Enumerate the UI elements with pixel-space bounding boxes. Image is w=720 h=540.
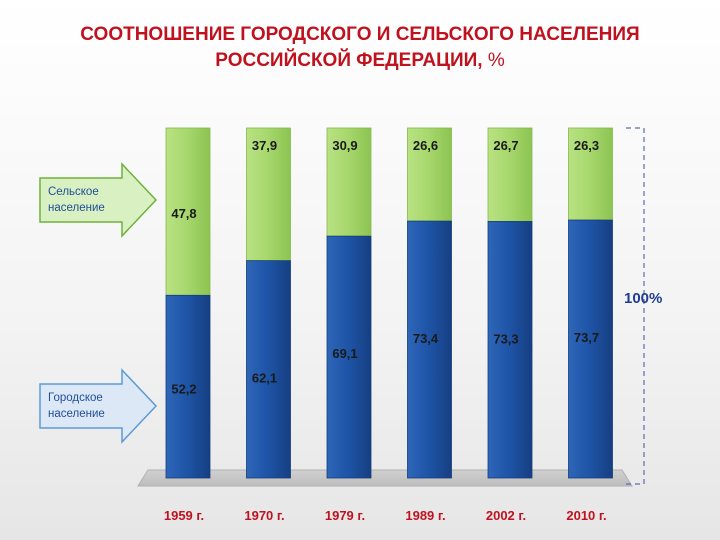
bar-urban-4	[487, 221, 533, 479]
bar-rural-3	[407, 127, 452, 222]
chart-title: СООТНОШЕНИЕ ГОРОДСКОГО И СЕЛЬСКОГО НАСЕЛ…	[0, 22, 720, 74]
x-tick-1: 1970 г.	[244, 508, 284, 523]
bar-rural-0	[165, 127, 211, 296]
label-rural-5: 26,3	[574, 138, 599, 153]
bar-urban-3	[407, 220, 452, 479]
legend-rural-line-2: население	[48, 202, 105, 214]
chart-floor	[137, 469, 633, 487]
title-unit: %	[487, 50, 505, 71]
bar-rural-5	[568, 127, 613, 221]
label-rural-0: 47,8	[171, 206, 196, 221]
bar-urban-2	[326, 235, 372, 479]
x-tick-5: 2010 г.	[566, 508, 606, 523]
title-line-2-text: РОССИЙСКОЙ ФЕДЕРАЦИИ,	[215, 50, 483, 71]
label-urban-1: 62,1	[252, 371, 277, 386]
x-tick-2: 1979 г.	[325, 508, 365, 523]
label-rural-3: 26,6	[413, 138, 438, 153]
x-tick-0: 1959 г.	[164, 508, 204, 523]
bar-rural-1	[246, 127, 291, 262]
label-rural-4: 26,7	[493, 138, 518, 153]
title-line-1: СООТНОШЕНИЕ ГОРОДСКОГО И СЕЛЬСКОГО НАСЕЛ…	[80, 24, 640, 45]
label-urban-0: 52,2	[171, 381, 196, 396]
label-urban-5: 73,7	[574, 330, 599, 345]
total-percent-label: 100%	[624, 290, 662, 307]
bar-urban-0	[165, 294, 211, 479]
legend-rural-line-1: Сельское	[48, 186, 99, 198]
bars-group: 47,8 52,2 37,9 62,1 30,9 69,1 26,6 73,4 26,7 73,3…	[165, 127, 613, 479]
x-tick-4: 2002 г.	[486, 508, 526, 523]
legend-urban-line-1: Городское	[48, 392, 103, 404]
total-bracket	[626, 127, 645, 485]
label-urban-2: 69,1	[332, 346, 357, 361]
label-rural-2: 30,9	[332, 138, 357, 153]
bar-urban-5	[568, 219, 613, 479]
bar-urban-1	[246, 260, 291, 479]
label-urban-3: 73,4	[413, 331, 439, 346]
title-line-2: РОССИЙСКОЙ ФЕДЕРАЦИИ, %	[0, 48, 720, 74]
x-tick-3: 1989 г.	[405, 508, 445, 523]
legend-rural-arrow: Сельское население	[39, 162, 158, 238]
legend-urban-line-2: население	[48, 408, 105, 420]
label-urban-4: 73,3	[493, 331, 518, 346]
label-rural-1: 37,9	[252, 138, 277, 153]
x-tick-labels: 1959 г. 1970 г. 1979 г. 1989 г. 2002 г. 2010 …	[164, 508, 607, 523]
legend-urban-arrow: Городское население	[39, 368, 158, 444]
bar-rural-4	[487, 127, 533, 222]
